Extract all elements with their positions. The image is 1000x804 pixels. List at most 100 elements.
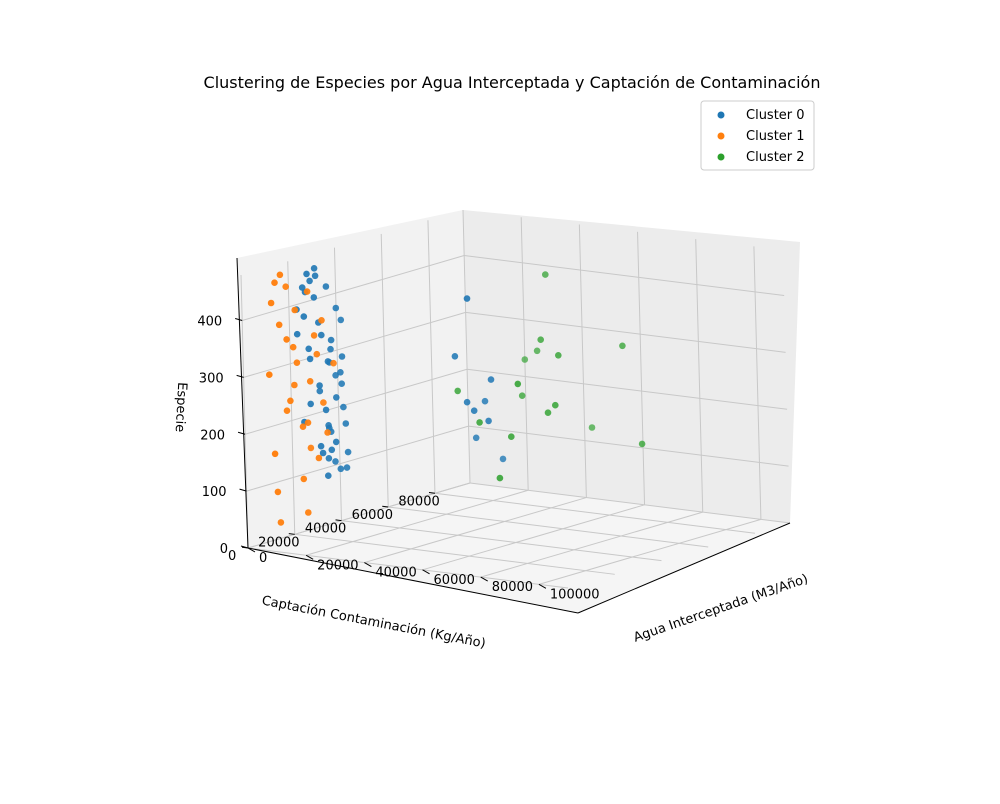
y-grid-line [434, 492, 756, 534]
data-point-cluster-2 [542, 271, 549, 278]
x-tick-mark [247, 547, 256, 553]
x-grid-line [306, 489, 529, 556]
data-point-cluster-0 [332, 304, 340, 312]
y-grid-line [294, 533, 615, 575]
data-point-cluster-2 [619, 342, 626, 350]
data-point-cluster-0 [306, 277, 313, 285]
y-grid-line [247, 547, 569, 589]
data-point-cluster-0 [327, 336, 335, 344]
data-point-cluster-1 [277, 519, 285, 526]
data-point-cluster-1 [291, 381, 298, 389]
data-point-cluster-1 [274, 488, 282, 496]
x-tick-label: 100000 [550, 587, 600, 602]
y-tick-mark [288, 533, 295, 535]
data-point-cluster-0 [305, 345, 313, 353]
z-grid-line [247, 482, 471, 549]
data-point-cluster-0 [316, 382, 323, 389]
data-point-cluster-1 [282, 283, 290, 291]
data-point-cluster-0 [472, 434, 480, 442]
z-tick-label: 400 [197, 315, 222, 330]
data-point-cluster-0 [324, 358, 332, 365]
y-tick-label: 80000 [398, 494, 439, 509]
data-point-cluster-0 [338, 353, 346, 360]
data-point-cluster-1 [293, 359, 301, 367]
y-tick-label: 20000 [258, 535, 299, 550]
x-tick-label: 20000 [317, 558, 358, 573]
data-point-cluster-1 [320, 399, 327, 406]
data-point-cluster-1 [330, 359, 337, 367]
data-point-cluster-2 [544, 409, 552, 417]
legend-marker-cluster-1 [717, 132, 725, 140]
x-tick-label: 40000 [375, 566, 416, 581]
chart-title: Clustering de Especies por Agua Intercep… [204, 73, 821, 92]
data-point-cluster-2 [521, 356, 529, 363]
data-point-cluster-0 [333, 394, 340, 401]
legend-label-cluster-1: Cluster 1 [746, 129, 805, 144]
x-tick-mark [538, 583, 547, 589]
data-point-cluster-1 [289, 343, 297, 351]
data-point-cluster-0 [325, 472, 332, 480]
x-grid-line [422, 504, 645, 571]
data-point-cluster-1 [300, 475, 308, 483]
z-tick-label: 200 [200, 428, 225, 443]
y-axis-label: Captación Contaminación (Kg/Año) [260, 593, 486, 651]
data-point-cluster-1 [283, 407, 291, 415]
legend: Cluster 0 Cluster 1 Cluster 2 [700, 100, 815, 171]
data-point-cluster-0 [463, 398, 471, 406]
x-tick-label: 0 [259, 551, 267, 566]
y-tick-label: 60000 [352, 508, 393, 523]
data-point-cluster-1 [310, 332, 318, 339]
data-point-cluster-2 [588, 424, 596, 431]
data-point-cluster-0 [322, 406, 330, 414]
data-point-cluster-0 [344, 448, 352, 456]
data-point-cluster-0 [327, 345, 334, 353]
x-axis-line [577, 522, 791, 614]
data-point-cluster-1 [287, 397, 294, 405]
z-tick-mark [235, 318, 243, 321]
data-point-cluster-0 [310, 265, 318, 272]
data-point-cluster-0 [338, 380, 346, 388]
z-tick-label: 300 [199, 371, 224, 386]
x-tick-mark [422, 569, 430, 575]
x-tick-mark [364, 562, 372, 567]
scatter-points [266, 265, 646, 526]
x-tick-mark [305, 554, 314, 560]
legend-marker-cluster-0 [717, 111, 725, 119]
data-point-cluster-0 [451, 353, 459, 360]
data-point-cluster-1 [291, 306, 299, 314]
z-tick-mark [237, 431, 246, 435]
data-point-cluster-0 [325, 455, 333, 462]
data-point-cluster-1 [299, 423, 307, 431]
data-point-cluster-1 [275, 321, 283, 329]
data-point-cluster-1 [315, 454, 323, 462]
y-tick-mark [428, 492, 436, 494]
z-axis-label: Especie [172, 382, 190, 433]
data-point-cluster-1 [267, 299, 275, 307]
data-point-cluster-0 [337, 316, 345, 324]
x-grid-line [538, 518, 762, 585]
data-point-cluster-0 [319, 449, 327, 457]
data-point-cluster-0 [318, 331, 325, 339]
data-point-cluster-0 [306, 355, 314, 363]
x-grid-line [364, 497, 587, 564]
data-point-cluster-1 [304, 419, 312, 427]
data-point-cluster-0 [316, 387, 324, 395]
data-point-cluster-0 [307, 400, 315, 408]
data-point-cluster-2 [533, 347, 541, 355]
x-axis-label: Agua Interceptada (M3/Año) [632, 572, 811, 646]
data-point-cluster-0 [332, 372, 339, 379]
axis-lines [235, 257, 791, 614]
z-grid-line [469, 482, 791, 524]
z-tick-mark [239, 488, 247, 492]
data-point-cluster-1 [276, 271, 284, 279]
data-point-cluster-2 [537, 336, 544, 344]
data-point-cluster-2 [496, 474, 504, 482]
data-point-cluster-0 [487, 376, 495, 383]
y-grid-line [341, 520, 662, 562]
data-point-cluster-2 [508, 433, 515, 441]
data-point-cluster-2 [518, 392, 526, 400]
data-point-cluster-2 [514, 380, 522, 388]
data-point-cluster-0 [328, 446, 336, 454]
